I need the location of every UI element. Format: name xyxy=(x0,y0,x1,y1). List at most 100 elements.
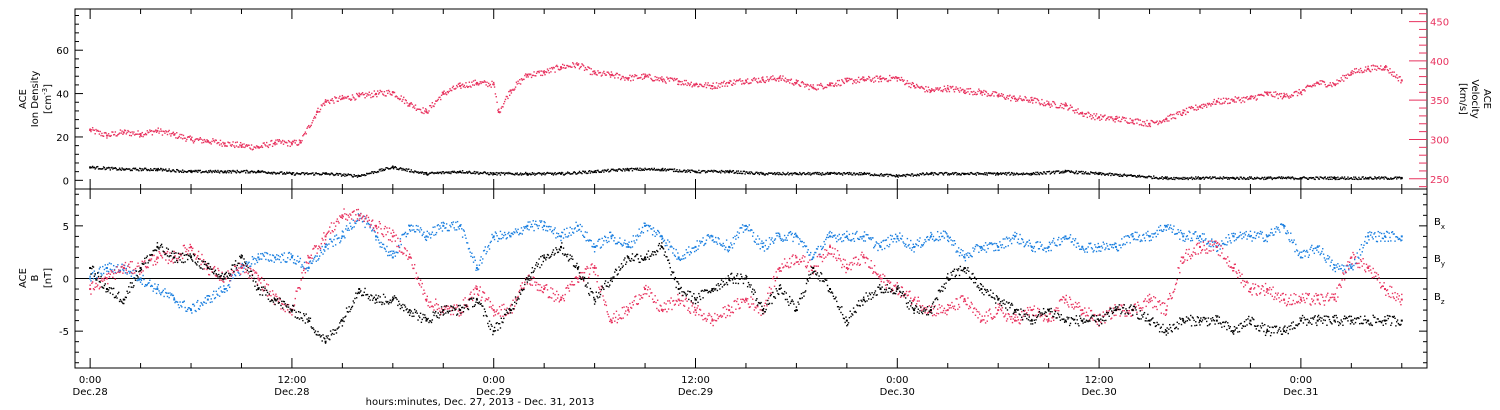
velocity-fill-point xyxy=(694,83,697,86)
ion-density-fill-point xyxy=(618,168,620,170)
by-fill-point xyxy=(1108,248,1110,250)
ion-density-fill-point xyxy=(799,171,801,174)
velocity-fill-point xyxy=(868,75,870,78)
by-fill-point xyxy=(844,236,846,239)
ion-density-fill-point xyxy=(717,171,719,174)
ion-density-fill-point xyxy=(408,168,410,170)
velocity-fill-point xyxy=(1122,117,1125,119)
ion-density-fill-point xyxy=(1213,176,1215,178)
ion-density-fill-point xyxy=(1142,175,1144,178)
velocity-fill-point xyxy=(547,69,550,72)
ion-density-fill-point xyxy=(1324,176,1326,178)
velocity-fill-point xyxy=(838,79,840,82)
ion-density-fill-point xyxy=(123,168,125,171)
ion-density-fill-point xyxy=(1162,178,1164,180)
ion-density-fill-point xyxy=(1116,173,1118,175)
velocity-fill-point xyxy=(876,75,878,77)
by-fill-point xyxy=(893,237,895,240)
ion-density-fill-point xyxy=(1084,171,1087,173)
ion-density-fill-point xyxy=(851,174,853,176)
velocity-fill-point xyxy=(786,79,788,81)
velocity-point xyxy=(795,81,798,84)
by-fill-point xyxy=(567,236,569,238)
velocity-fill-point xyxy=(308,126,311,129)
by-fill-point xyxy=(852,232,854,235)
velocity-fill-point xyxy=(1168,120,1170,122)
velocity-fill-point xyxy=(1051,105,1053,107)
top-left-tick-label: 60 xyxy=(56,46,69,57)
by-fill-point xyxy=(1142,234,1144,236)
velocity-fill-point xyxy=(269,143,271,146)
ion-density-fill-point xyxy=(1163,177,1166,179)
velocity-fill-point xyxy=(632,79,634,81)
by-fill-point xyxy=(365,217,367,220)
velocity-fill-point xyxy=(484,81,487,83)
velocity-fill-point xyxy=(498,111,501,114)
by-fill-point xyxy=(1138,234,1141,236)
ion-density-fill-point xyxy=(1268,176,1270,178)
ion-density-fill-point xyxy=(182,171,185,174)
by-fill-point xyxy=(1040,245,1042,248)
ion-density-fill-point xyxy=(1344,178,1347,181)
by-fill-point xyxy=(1028,239,1031,242)
by-fill-point xyxy=(580,230,582,233)
velocity-fill-point xyxy=(1178,111,1180,113)
velocity-fill-point xyxy=(595,73,597,76)
ion-density-fill-point xyxy=(382,169,384,172)
by-fill-point xyxy=(933,240,935,242)
ion-density-fill-point xyxy=(224,170,227,172)
ion-density-fill-point xyxy=(143,168,145,170)
ion-density-fill-point xyxy=(514,174,516,176)
ion-density-fill-point xyxy=(773,172,776,174)
ion-density-fill-point xyxy=(109,169,112,171)
ion-density-fill-point xyxy=(816,171,819,174)
velocity-fill-point xyxy=(552,66,555,69)
velocity-fill-point xyxy=(333,102,335,104)
ion-density-fill-point xyxy=(604,169,606,171)
velocity-fill-point xyxy=(336,100,339,102)
ion-density-fill-point xyxy=(825,173,828,175)
ion-density-fill-point xyxy=(572,172,574,175)
by-fill-point xyxy=(1118,244,1120,246)
by-fill-point xyxy=(427,236,429,238)
velocity-fill-point xyxy=(640,74,643,76)
velocity-fill-point xyxy=(619,78,622,81)
velocity-fill-point xyxy=(385,95,387,97)
velocity-fill-point xyxy=(695,82,698,85)
ion-density-fill-point xyxy=(178,171,180,173)
velocity-fill-point xyxy=(1298,88,1300,91)
velocity-fill-point xyxy=(244,145,247,147)
ion-density-fill-point xyxy=(1393,177,1395,179)
velocity-fill-point xyxy=(492,83,494,86)
by-fill-point xyxy=(747,229,750,232)
velocity-fill-point xyxy=(243,143,245,145)
velocity-fill-point xyxy=(1004,98,1006,100)
by-fill-point xyxy=(944,230,946,233)
by-fill-point xyxy=(135,274,138,276)
by-point xyxy=(627,245,630,248)
velocity-fill-point xyxy=(971,91,973,93)
by-fill-point xyxy=(406,233,408,235)
ion-density-fill-point xyxy=(213,170,215,172)
ion-density-fill-point xyxy=(760,171,762,174)
velocity-fill-point xyxy=(357,95,360,97)
ion-density-fill-point xyxy=(434,172,436,174)
ion-density-fill-point xyxy=(1169,178,1171,180)
by-fill-point xyxy=(1095,250,1098,253)
ion-density-fill-point xyxy=(1187,178,1189,181)
velocity-fill-point xyxy=(563,64,566,67)
velocity-fill-point xyxy=(523,78,525,81)
ion-density-fill-point xyxy=(1310,176,1312,179)
velocity-fill-point xyxy=(713,87,715,90)
velocity-fill-point xyxy=(1356,71,1358,73)
velocity-fill-point xyxy=(266,141,268,144)
velocity-fill-point xyxy=(936,87,939,89)
ion-density-fill-point xyxy=(775,172,777,174)
by-fill-point xyxy=(455,221,457,224)
velocity-fill-point xyxy=(1214,103,1216,105)
ion-density-fill-point xyxy=(1356,178,1358,181)
ion-density-fill-point xyxy=(974,172,977,175)
ion-density-fill-point xyxy=(330,172,333,174)
velocity-fill-point xyxy=(1083,115,1085,117)
ion-density-fill-point xyxy=(141,168,143,170)
